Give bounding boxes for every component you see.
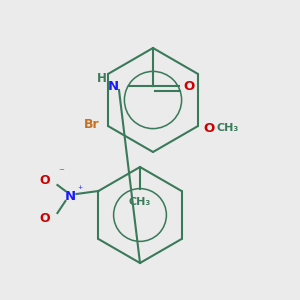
Text: CH₃: CH₃ [129, 197, 151, 207]
Text: O: O [183, 80, 194, 92]
Text: N: N [65, 190, 76, 202]
Text: O: O [40, 212, 50, 224]
Text: O: O [40, 173, 50, 187]
Text: H: H [97, 71, 107, 85]
Text: O: O [203, 122, 214, 134]
Text: CH₃: CH₃ [216, 123, 238, 133]
Text: ⁺: ⁺ [77, 185, 83, 195]
Text: N: N [108, 80, 119, 92]
Text: Br: Br [84, 118, 100, 130]
Text: ⁻: ⁻ [58, 167, 64, 177]
